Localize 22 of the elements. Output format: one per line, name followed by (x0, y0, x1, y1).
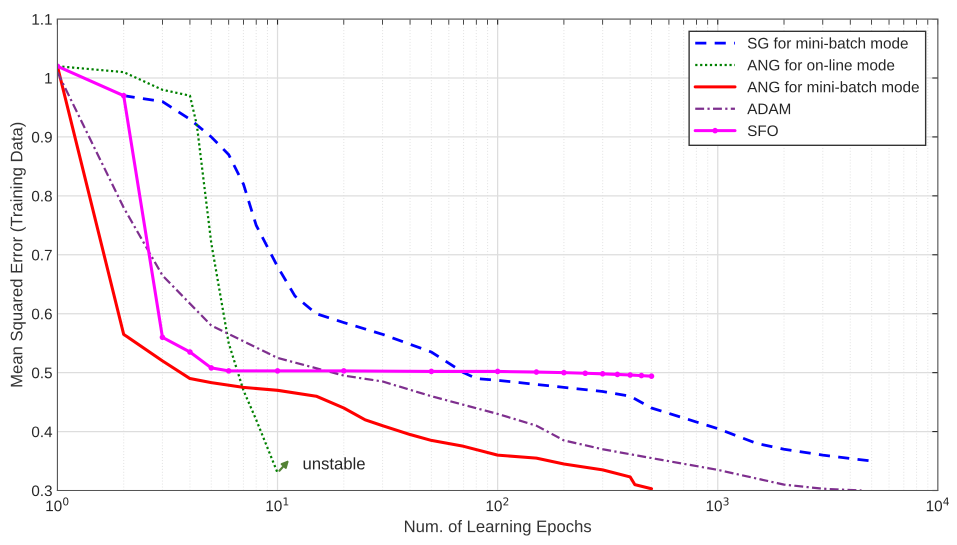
annotation: unstable (304, 457, 365, 470)
y-axis-title: Mean Squared Error (Training Data) (10, 122, 26, 386)
legend-label: ADAM (747, 104, 790, 114)
y-tick-label: 1 (45, 73, 52, 84)
legend-label: SFO (748, 125, 778, 136)
legend-label: ANG for on-line mode (747, 59, 894, 71)
y-tick-label: 0.5 (32, 368, 52, 378)
x-tick-label: 10$^{1}$ (266, 498, 288, 512)
y-tick-label: 0.8 (32, 190, 52, 202)
y-tick-label: 0.7 (32, 250, 52, 260)
y-tick-label: 0.4 (32, 426, 52, 438)
legend-label: ANG for mini-batch mode (747, 81, 919, 92)
x-tick-label: 10$^{4}$ (926, 498, 949, 512)
y-tick-label: 0.3 (32, 485, 52, 496)
y-tick-label: 0.6 (32, 308, 52, 320)
legend-label: SG for mini-batch mode (748, 37, 908, 49)
y-tick-label: 1.1 (32, 14, 52, 25)
y-tick-label: 0.9 (32, 132, 52, 143)
x-tick-label: 10$^{3}$ (706, 497, 729, 512)
x-tick-label: 10$^{2}$ (486, 497, 508, 512)
x-axis-title: Num. of Learning Epochs (404, 520, 592, 536)
x-tick-label: 10$^{0}$ (46, 497, 68, 512)
